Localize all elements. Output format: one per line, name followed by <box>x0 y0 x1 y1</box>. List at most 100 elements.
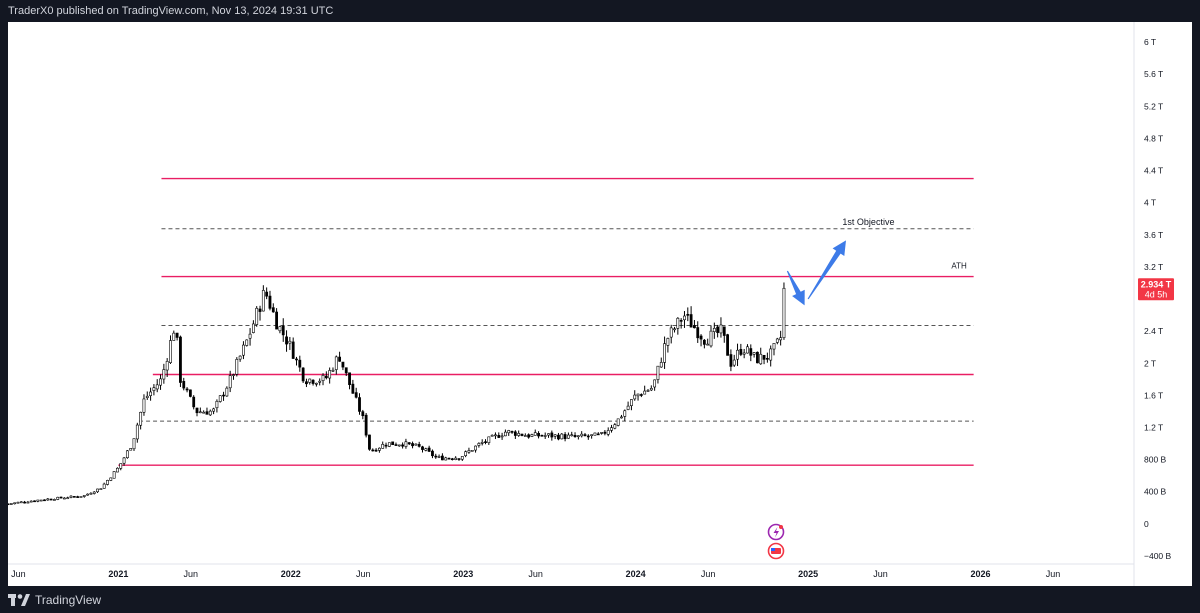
candle <box>659 357 663 368</box>
candle-body <box>530 434 534 437</box>
tradingview-logo[interactable]: TradingView <box>8 593 101 607</box>
candle-body <box>759 353 763 365</box>
candle <box>676 317 680 335</box>
candle <box>235 357 239 377</box>
candle <box>99 488 103 490</box>
candle-body <box>606 430 610 435</box>
candle-body <box>457 458 461 460</box>
candle <box>507 429 511 436</box>
candle-body <box>580 433 584 437</box>
candle-body <box>56 496 60 500</box>
candle <box>394 442 398 446</box>
candle-body <box>736 349 739 360</box>
candle <box>132 438 136 451</box>
price-chart[interactable]: 1st Objective ATH 6 T 5.6 T 5.2 T 4.8 T 4.4 T… <box>6 22 1192 586</box>
candle-body <box>756 351 759 364</box>
candle <box>540 434 544 437</box>
candle-body <box>165 361 169 371</box>
candle <box>271 303 275 313</box>
candle-body <box>401 444 405 447</box>
candle-body <box>66 497 70 500</box>
candle <box>520 433 524 437</box>
candle <box>666 337 670 353</box>
candle-body <box>464 451 468 456</box>
candle-body <box>391 441 395 446</box>
candle-body <box>285 336 288 345</box>
candle-body <box>387 442 391 447</box>
candle-body <box>377 447 381 451</box>
candle-body <box>248 333 252 339</box>
candle-body <box>513 431 517 436</box>
event-icons[interactable] <box>767 523 785 560</box>
candle <box>683 311 686 328</box>
candle <box>314 382 318 387</box>
candle <box>636 393 640 401</box>
candle <box>86 493 89 496</box>
time-tick-label: Jun <box>528 569 543 579</box>
chart-area[interactable]: 1st Objective ATH 6 T 5.6 T 5.2 T 4.8 T 4.4 T… <box>6 22 1192 586</box>
candle <box>268 290 272 311</box>
time-tick-label: 2023 <box>453 569 473 579</box>
candle <box>434 453 438 459</box>
candle-body <box>281 325 285 336</box>
candle <box>580 431 584 438</box>
candle <box>6 503 10 506</box>
candle-body <box>159 378 162 386</box>
candle-body <box>222 394 225 397</box>
candle-body <box>16 501 20 504</box>
candle-body <box>722 326 726 336</box>
candle <box>139 411 143 430</box>
candle-body <box>368 434 371 450</box>
candle-body <box>119 463 123 469</box>
candle-body <box>102 483 106 489</box>
candle-body <box>62 497 66 500</box>
candle <box>756 351 759 364</box>
candle-body <box>109 477 113 481</box>
candle-body <box>265 291 269 297</box>
candle <box>431 449 434 459</box>
candle <box>179 335 182 388</box>
candle-body <box>397 444 401 447</box>
candle <box>255 306 259 327</box>
time-tick-label: 2022 <box>281 569 301 579</box>
candle-body <box>576 435 580 437</box>
candle-body <box>706 343 710 346</box>
candle <box>779 330 783 346</box>
candle-body <box>218 395 222 402</box>
candle <box>89 492 93 495</box>
candle-body <box>699 335 703 340</box>
candle <box>109 477 113 482</box>
candle-body <box>298 359 302 368</box>
candle-body <box>29 500 33 503</box>
candle-body <box>358 397 361 412</box>
candle <box>82 495 86 498</box>
candle-body <box>288 340 292 344</box>
candle <box>43 499 46 502</box>
candle <box>537 431 540 439</box>
candle <box>344 367 348 377</box>
candle <box>19 501 23 504</box>
candle-body <box>547 433 550 436</box>
candle <box>374 448 378 452</box>
candle <box>145 391 149 400</box>
price-tick-label: 1.2 T <box>1144 422 1163 432</box>
candle <box>689 306 693 328</box>
candle <box>102 482 106 489</box>
candle-body <box>305 381 308 385</box>
candle-body <box>76 496 80 498</box>
candle <box>669 324 673 344</box>
candle <box>275 308 279 330</box>
candle-body <box>271 307 275 313</box>
candle-body <box>434 455 438 458</box>
candle <box>513 430 517 439</box>
candle <box>712 322 716 339</box>
candle-body <box>474 445 477 451</box>
candle <box>159 374 162 390</box>
candle-body <box>560 433 564 440</box>
lightning-icon <box>773 527 779 538</box>
candle-body <box>172 332 176 341</box>
candle-body <box>663 343 666 363</box>
candle-body <box>775 338 779 343</box>
candle-body <box>702 339 706 345</box>
candle <box>706 338 710 346</box>
